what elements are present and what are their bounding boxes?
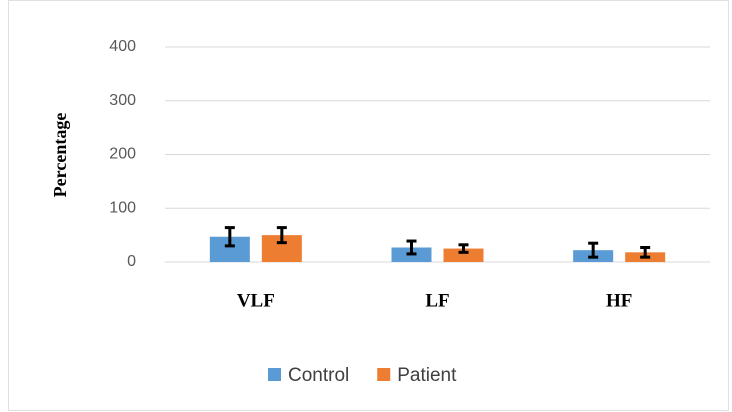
legend-swatch <box>377 368 391 381</box>
error-bar <box>640 245 651 259</box>
error-bar <box>406 239 417 256</box>
y-tick-label: 400 <box>109 38 136 55</box>
error-bar <box>458 243 469 254</box>
y-tick-label: 0 <box>127 253 136 270</box>
y-axis-label: Percentage <box>50 113 70 198</box>
y-tick-label: 200 <box>109 146 136 163</box>
legend-label: Patient <box>397 365 457 386</box>
legend-label: Control <box>288 365 349 386</box>
error-bar <box>276 226 287 245</box>
x-tick-label: VLF <box>237 290 275 311</box>
error-bar <box>224 226 235 248</box>
y-tick-label: 100 <box>109 199 136 216</box>
error-bar <box>588 241 599 259</box>
x-tick-label: LF <box>425 290 449 311</box>
legend-swatch <box>268 368 281 381</box>
x-tick-label: HF <box>606 290 632 311</box>
chart-frame <box>8 0 729 411</box>
bar <box>443 248 484 262</box>
y-tick-label: 300 <box>109 92 136 109</box>
